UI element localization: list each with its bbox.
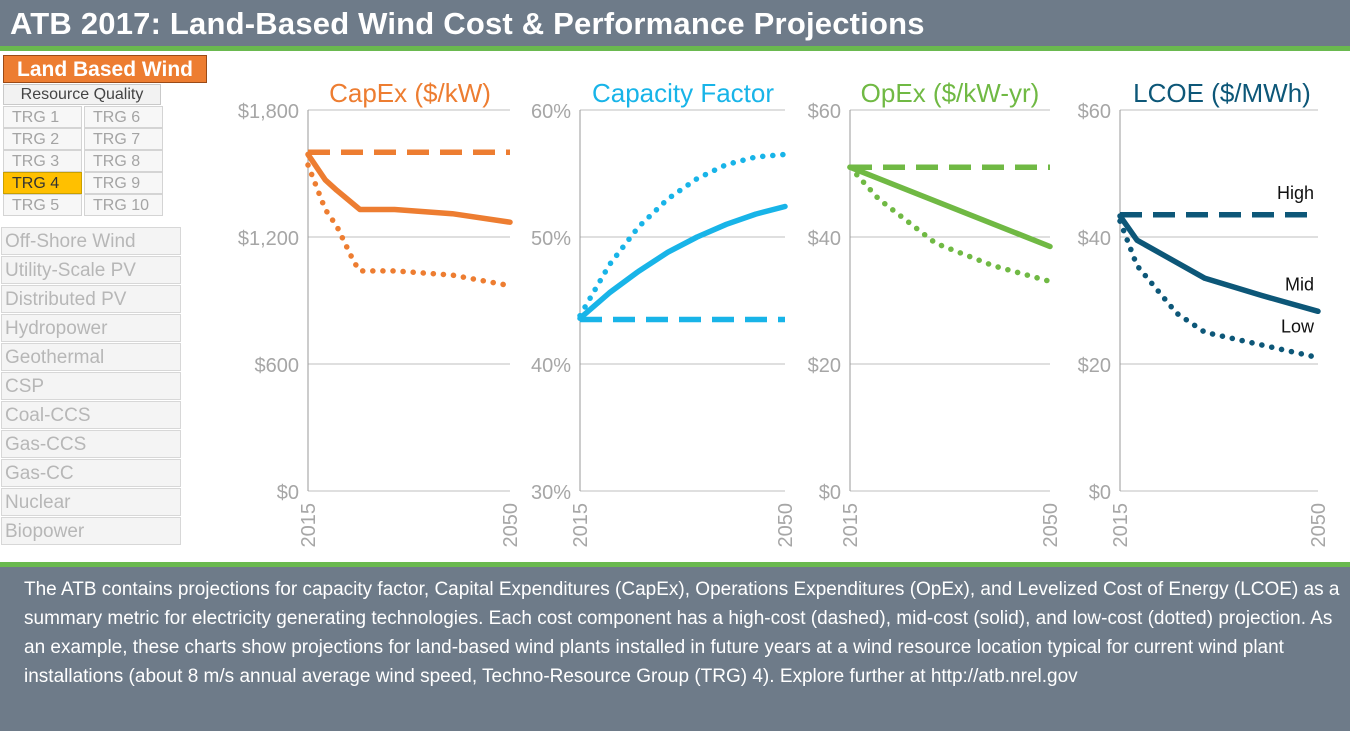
x-tick-label: 2015 — [570, 503, 592, 548]
resource-quality-title: Resource Quality — [3, 84, 161, 105]
x-tick-label: 2050 — [1040, 503, 1062, 548]
y-tick-label: $0 — [277, 482, 299, 504]
page-title: ATB 2017: Land-Based Wind Cost & Perform… — [10, 6, 925, 41]
y-tick-label: $1,800 — [238, 101, 299, 123]
trg-option-trg-8[interactable]: TRG 8 — [84, 150, 163, 172]
technology-item-gas-ccs[interactable]: Gas-CCS — [1, 430, 181, 458]
x-tick-label: 2015 — [840, 503, 862, 548]
trg-option-trg-1[interactable]: TRG 1 — [3, 106, 82, 128]
technology-item-biopower[interactable]: Biopower — [1, 517, 181, 545]
header-divider — [0, 46, 1350, 51]
series-label-high: High — [1277, 183, 1314, 203]
technology-item-utility-scale-pv[interactable]: Utility-Scale PV — [1, 256, 181, 284]
y-tick-label: $20 — [808, 355, 841, 377]
x-tick-label: 2050 — [1308, 503, 1330, 548]
series-line-mid — [1117, 213, 1321, 315]
technology-item-gas-cc[interactable]: Gas-CC — [1, 459, 181, 487]
chart-4: LCOE ($/MWh) $0 $20 $40 $60 2015 2050 High Mid Lo… — [1078, 78, 1330, 548]
y-tick-label: $40 — [1078, 228, 1111, 250]
technology-item-hydropower[interactable]: Hydropower — [1, 314, 181, 342]
y-tick-label: $40 — [808, 228, 841, 250]
series-line-mid — [305, 151, 513, 225]
x-tick-label: 2050 — [775, 503, 797, 548]
trg-option-trg-5[interactable]: TRG 5 — [3, 194, 82, 216]
technology-item-distributed-pv[interactable]: Distributed PV — [1, 285, 181, 313]
series-label-low: Low — [1281, 317, 1315, 337]
series-line-mid — [847, 164, 1053, 250]
y-tick-label: $20 — [1078, 355, 1111, 377]
technology-item-csp[interactable]: CSP — [1, 372, 181, 400]
technology-item-off-shore-wind[interactable]: Off-Shore Wind — [1, 227, 181, 255]
x-tick-label: 2015 — [298, 503, 320, 548]
y-tick-label: $60 — [808, 101, 841, 123]
series-line-mid — [577, 203, 788, 322]
trg-option-trg-10[interactable]: TRG 10 — [84, 194, 163, 216]
x-tick-label: 2015 — [1110, 503, 1132, 548]
footer-divider — [0, 562, 1350, 567]
trg-option-trg-9[interactable]: TRG 9 — [84, 172, 163, 194]
y-tick-label: $600 — [255, 355, 300, 377]
trg-option-trg-7[interactable]: TRG 7 — [84, 128, 163, 150]
trg-option-trg-6[interactable]: TRG 6 — [84, 106, 163, 128]
y-tick-label: 40% — [531, 355, 571, 377]
technology-item-coal-ccs[interactable]: Coal-CCS — [1, 401, 181, 429]
series-line-low — [305, 162, 513, 289]
description-text: The ATB contains projections for capacit… — [24, 579, 1340, 687]
chart-3: OpEx ($/kW-yr) $0 $20 $40 $60 2015 2050 — [808, 78, 1062, 548]
y-tick-label: $1,200 — [238, 228, 299, 250]
y-tick-label: 50% — [531, 228, 571, 250]
chart-1: CapEx ($/kW) $0 $600 $1,200 $1,800 2015 2050 — [238, 78, 522, 548]
chart-title: LCOE ($/MWh) — [1133, 78, 1311, 108]
y-tick-label: 30% — [531, 482, 571, 504]
y-tick-label: 60% — [531, 101, 571, 123]
trg-option-trg-4[interactable]: TRG 4 — [3, 172, 82, 194]
chart-title: OpEx ($/kW-yr) — [861, 78, 1040, 108]
series-label-mid: Mid — [1285, 274, 1314, 294]
description-panel: The ATB contains projections for capacit… — [0, 567, 1350, 731]
selected-technology-button[interactable]: Land Based Wind — [3, 55, 207, 83]
chart-title: CapEx ($/kW) — [329, 78, 491, 108]
header-bar: ATB 2017: Land-Based Wind Cost & Perform… — [0, 0, 1350, 46]
y-tick-label: $0 — [1089, 482, 1111, 504]
y-tick-label: $60 — [1078, 101, 1111, 123]
series-line-low — [1117, 218, 1321, 361]
series-line-low — [847, 164, 1053, 285]
x-tick-label: 2050 — [500, 503, 522, 548]
trg-option-trg-2[interactable]: TRG 2 — [3, 128, 82, 150]
chart-title: Capacity Factor — [592, 78, 774, 108]
technology-item-geothermal[interactable]: Geothermal — [1, 343, 181, 371]
trg-option-trg-3[interactable]: TRG 3 — [3, 150, 82, 172]
series-line-low — [577, 151, 788, 319]
y-tick-label: $0 — [819, 482, 841, 504]
chart-2: Capacity Factor 30% 40% 50% 60% 2015 2050 — [531, 78, 797, 548]
technology-item-nuclear[interactable]: Nuclear — [1, 488, 181, 516]
